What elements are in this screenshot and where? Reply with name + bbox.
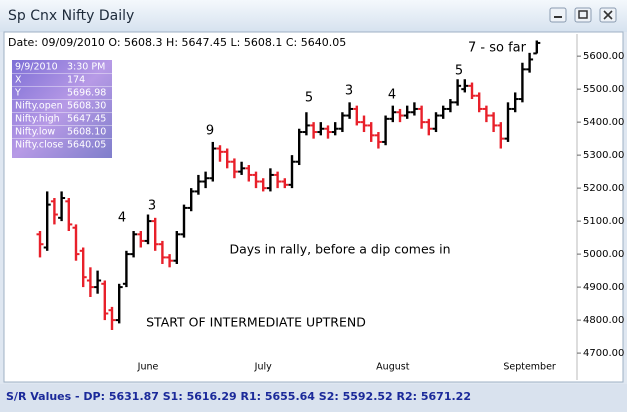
x-tick-label: July [254, 362, 272, 373]
info-key: Nifty.low [15, 127, 55, 138]
maximize-icon [578, 10, 588, 19]
info-key: Y [14, 88, 21, 99]
window-title: Sp Cnx Nifty Daily [8, 8, 134, 24]
info-key: 9/9/2010 [15, 62, 58, 73]
annotation: 3 [345, 84, 353, 99]
x-tick-label: August [376, 362, 410, 373]
info-line: Date: 09/09/2010 O: 5608.3 H: 5647.45 L:… [8, 36, 346, 49]
y-tick-label: 5000.00 [583, 249, 624, 260]
y-tick-label: 5400.00 [583, 117, 624, 128]
minimize-button[interactable] [549, 7, 567, 23]
close-icon [603, 10, 613, 20]
info-value: 5640.05 [67, 140, 106, 151]
title-bar [0, 0, 627, 32]
y-tick-label: 5500.00 [583, 84, 624, 95]
y-tick-label: 4700.00 [583, 348, 624, 359]
info-value: 174 [67, 75, 85, 86]
annotation: Days in rally, before a dip comes in [229, 242, 450, 257]
maximize-button[interactable] [574, 7, 592, 23]
y-tick-label: 5100.00 [583, 216, 624, 227]
footer-bar [0, 384, 627, 412]
annotation: 4 [118, 211, 126, 226]
annotation: 3 [148, 199, 156, 214]
y-tick-label: 5600.00 [583, 51, 624, 62]
x-tick-label: June [137, 362, 159, 373]
y-tick-label: 4900.00 [583, 282, 624, 293]
y-tick-label: 5300.00 [583, 150, 624, 161]
y-tick-label: 4800.00 [583, 315, 624, 326]
info-value: 5608.10 [67, 127, 106, 138]
annotation: START OF INTERMEDIATE UPTREND [146, 315, 366, 330]
footer-text: S/R Values - DP: 5631.87 S1: 5616.29 R1:… [6, 390, 471, 403]
info-panel [12, 60, 112, 158]
annotation: 5 [455, 64, 463, 79]
info-value: 5647.45 [67, 114, 106, 125]
annotation: 5 [305, 91, 313, 106]
y-tick-label: 5200.00 [583, 183, 624, 194]
info-value: 5696.98 [67, 88, 106, 99]
annotation: 7 - so far [468, 41, 527, 56]
info-value: 3:30 PM [67, 62, 105, 73]
annotation: 4 [388, 88, 396, 103]
info-key: Nifty.close [15, 140, 64, 151]
x-tick-label: September [503, 362, 556, 373]
info-key: Nifty.open [15, 101, 63, 112]
annotation: 9 [206, 124, 214, 139]
info-key: X [15, 75, 22, 86]
info-value: 5608.30 [67, 101, 106, 112]
info-key: Nifty.high [15, 114, 60, 125]
